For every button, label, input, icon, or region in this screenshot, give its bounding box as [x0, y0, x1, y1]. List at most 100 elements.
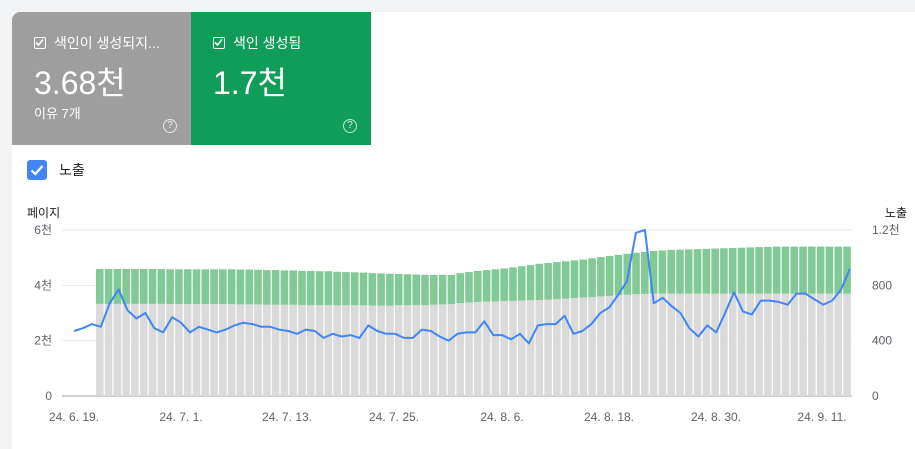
indexed-bar [298, 270, 306, 305]
indexed-bar [588, 258, 596, 297]
not-indexed-bar [535, 299, 544, 396]
not-indexed-bar [456, 303, 465, 396]
indexed-bar [166, 269, 174, 305]
indexed-bar [808, 246, 816, 294]
not-indexed-bar [790, 293, 799, 396]
indexed-card[interactable]: 색인 생성됨 1.7천 ? [191, 12, 371, 145]
not-indexed-bar [579, 297, 588, 396]
indexed-bar [342, 272, 350, 306]
indexed-bar [623, 253, 632, 295]
indexed-bar [579, 259, 588, 298]
indexed-bar [271, 270, 280, 305]
checkbox-checked-icon[interactable] [27, 160, 47, 180]
not-indexed-bar [825, 293, 834, 396]
not-indexed-bar [605, 295, 614, 396]
indexed-bar [825, 246, 834, 294]
right-tick-label: 0 [872, 389, 879, 403]
not-indexed-card-subtext: 이유 7개 [34, 106, 81, 121]
not-indexed-bar [746, 293, 755, 396]
not-indexed-bar [808, 293, 816, 396]
indexed-bar [649, 251, 658, 294]
not-indexed-bar [588, 296, 596, 396]
not-indexed-bar [676, 293, 684, 396]
help-icon[interactable]: ? [343, 119, 357, 133]
not-indexed-bar [702, 293, 711, 396]
indexed-bar [104, 269, 113, 304]
indexed-bar [201, 269, 210, 305]
not-indexed-bar [667, 293, 675, 396]
indexed-bar [192, 269, 201, 305]
left-axis-ticks: 6천 4천 2천 0 [34, 222, 52, 403]
indexed-bar [632, 252, 640, 295]
not-indexed-bar [570, 298, 579, 396]
indexed-bar [210, 269, 218, 305]
not-indexed-bar [772, 293, 781, 396]
not-indexed-card[interactable]: 색인이 생성되지... 3.68천 이유 7개 ? [12, 12, 191, 145]
indexed-bar [227, 269, 236, 305]
impressions-toggle[interactable]: 노출 [27, 160, 85, 180]
not-indexed-bar [421, 304, 429, 396]
indexed-bar [430, 274, 438, 305]
not-indexed-bar [192, 304, 201, 396]
checkbox-icon[interactable] [34, 37, 46, 49]
indexed-bar [693, 249, 702, 294]
indexed-bar [737, 247, 746, 294]
indexed-bar [139, 269, 148, 304]
indexed-bar [96, 269, 104, 304]
not-indexed-bar [553, 299, 561, 396]
indexed-bar [447, 274, 456, 305]
not-indexed-bar [711, 293, 719, 396]
not-indexed-bar [157, 303, 166, 396]
bar-series [96, 246, 851, 396]
not-indexed-bar [350, 305, 359, 396]
not-indexed-bar [227, 304, 236, 396]
not-indexed-card-header: 색인이 생성되지... [34, 34, 191, 52]
not-indexed-bar [500, 301, 508, 396]
not-indexed-bar [368, 305, 377, 396]
checkbox-icon[interactable] [213, 37, 225, 49]
help-icon[interactable]: ? [163, 119, 177, 133]
not-indexed-bar [561, 298, 570, 396]
not-indexed-bar [254, 304, 262, 396]
right-tick-label: 1.2천 [872, 222, 900, 237]
indexed-bar [386, 273, 394, 306]
not-indexed-card-title: 색인이 생성되지... [54, 35, 160, 51]
not-indexed-bar [649, 293, 658, 396]
x-tick-label: 24. 7. 1. [159, 410, 202, 424]
indexed-bar [350, 272, 359, 306]
not-indexed-bar [245, 304, 254, 396]
not-indexed-bar [280, 304, 289, 396]
impressions-line-series [73, 229, 851, 345]
not-indexed-bar [148, 303, 157, 396]
not-indexed-bar [632, 294, 640, 396]
not-indexed-bar [834, 293, 843, 396]
not-indexed-bar [737, 293, 746, 396]
not-indexed-bar [104, 303, 113, 396]
indexed-bar [236, 269, 245, 305]
indexed-bar [816, 246, 825, 294]
not-indexed-bar [764, 293, 772, 396]
not-indexed-bar [816, 293, 825, 396]
indexed-bar [570, 260, 579, 299]
not-indexed-card-value: 3.68천 [34, 65, 126, 101]
indexed-bar [465, 272, 473, 303]
not-indexed-bar [263, 304, 271, 396]
not-indexed-bar [306, 304, 315, 396]
indexed-bar [491, 269, 500, 302]
not-indexed-bar [113, 303, 122, 396]
indexed-bar [482, 270, 491, 302]
not-indexed-bar [131, 303, 139, 396]
not-indexed-bar [359, 305, 368, 396]
indexed-bar [676, 249, 684, 294]
not-indexed-bar [324, 304, 333, 396]
indexed-bar [597, 257, 605, 297]
indexed-bar [658, 250, 667, 294]
indexed-bar [843, 246, 851, 294]
indexed-bar [183, 269, 192, 305]
indexed-bar [377, 273, 385, 306]
not-indexed-bar [430, 304, 438, 396]
left-tick-label: 4천 [34, 277, 52, 292]
indexed-bar [526, 265, 535, 301]
not-indexed-bar [544, 299, 552, 396]
